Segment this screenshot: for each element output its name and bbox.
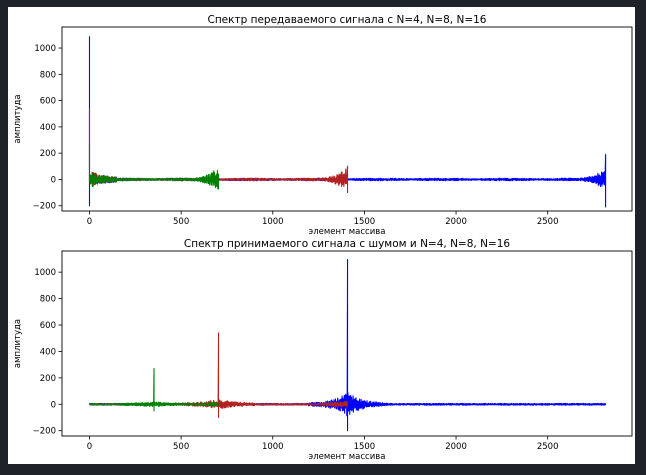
y-tick-label: 600 bbox=[40, 321, 56, 331]
chart-received-spectrum: Спектр принимаемого сигнала с шумом и N=… bbox=[13, 238, 633, 462]
y-tick-label: 400 bbox=[40, 347, 56, 357]
chart-transmitted-spectrum: Спектр передаваемого сигнала с N=4, N=8,… bbox=[13, 14, 633, 237]
y-tick-label: 0 bbox=[51, 175, 56, 185]
x-tick-label: 2500 bbox=[537, 217, 559, 227]
x-tick-label: 500 bbox=[173, 217, 189, 227]
x-tick-label: 0 bbox=[87, 442, 92, 452]
x-tick-label: 2000 bbox=[445, 442, 467, 452]
x-tick-label: 0 bbox=[87, 217, 92, 227]
x-axis-label: элемент массива bbox=[309, 452, 386, 462]
plot-area bbox=[88, 259, 607, 432]
x-tick-label: 1000 bbox=[262, 217, 284, 227]
y-tick-label: 0 bbox=[51, 400, 56, 410]
axes-frame bbox=[61, 26, 633, 212]
y-tick-label: 600 bbox=[40, 97, 56, 107]
chart-title: Спектр принимаемого сигнала с шумом и N=… bbox=[184, 238, 511, 250]
y-tick-label: 200 bbox=[40, 149, 56, 159]
y-tick-label: 1000 bbox=[34, 44, 56, 54]
series-line-green bbox=[88, 143, 220, 190]
y-tick-label: 800 bbox=[40, 295, 56, 305]
plot-area bbox=[88, 36, 607, 208]
chart-title: Спектр передаваемого сигнала с N=4, N=8,… bbox=[207, 14, 486, 26]
figure-svg: Спектр передаваемого сигнала с N=4, N=8,… bbox=[13, 14, 633, 462]
y-axis-label: амплитуда bbox=[13, 319, 23, 368]
series-line-green bbox=[89, 368, 220, 412]
figure-canvas: Спектр передаваемого сигнала с N=4, N=8,… bbox=[8, 7, 635, 464]
x-axis-label: элемент массива bbox=[309, 227, 386, 237]
y-tick-label: 800 bbox=[40, 70, 56, 80]
y-tick-label: 1000 bbox=[34, 268, 56, 278]
y-tick-label: 400 bbox=[40, 123, 56, 133]
y-tick-label: 200 bbox=[40, 374, 56, 384]
x-tick-label: 2500 bbox=[537, 442, 559, 452]
y-tick-label: −200 bbox=[33, 427, 56, 437]
axes-frame bbox=[61, 250, 633, 437]
x-tick-label: 2000 bbox=[445, 217, 467, 227]
x-tick-label: 500 bbox=[173, 442, 189, 452]
x-tick-label: 1500 bbox=[354, 217, 376, 227]
y-axis-label: амплитуда bbox=[13, 94, 23, 143]
x-tick-label: 1000 bbox=[262, 442, 284, 452]
y-tick-label: −200 bbox=[33, 202, 56, 212]
x-tick-label: 1500 bbox=[354, 442, 376, 452]
